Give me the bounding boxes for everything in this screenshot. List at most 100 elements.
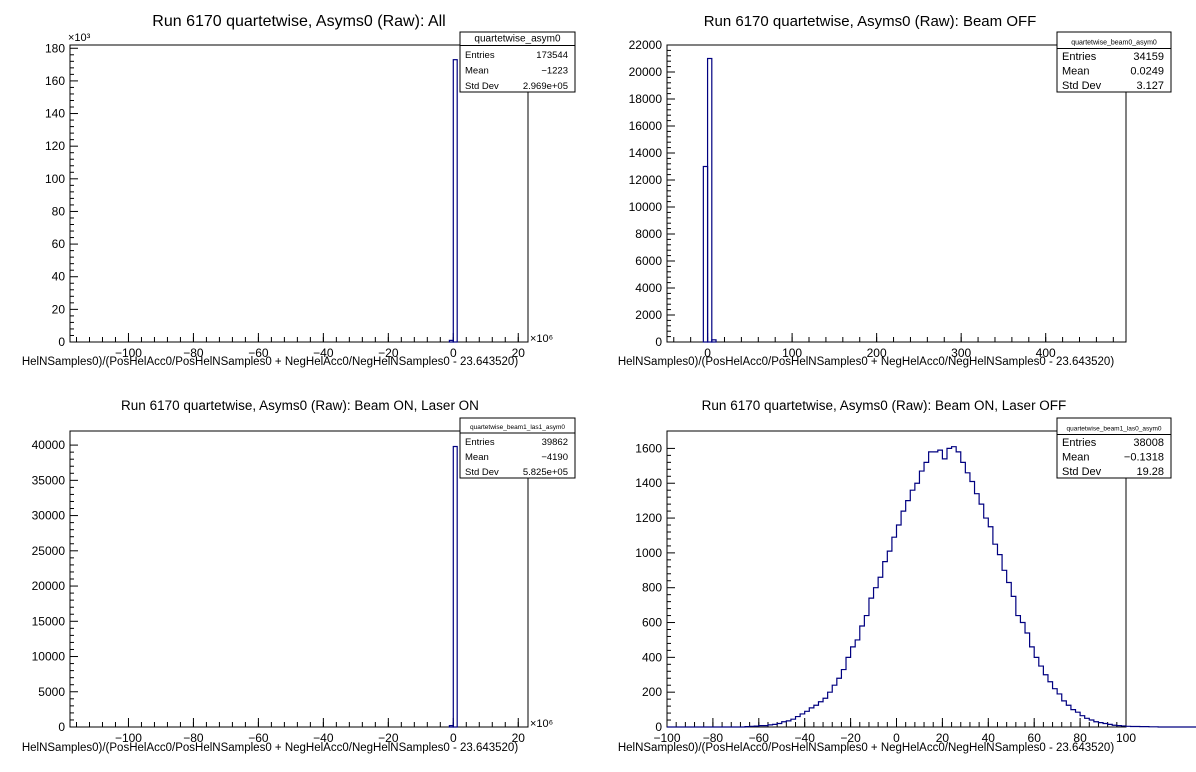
histogram-bins xyxy=(667,446,1196,728)
y-tick-label: 1600 xyxy=(635,441,662,455)
histogram-bar xyxy=(1108,724,1113,727)
histogram-bar xyxy=(1043,675,1048,727)
y-tick-label: 400 xyxy=(642,650,662,664)
y-tick-label: 4000 xyxy=(635,281,662,295)
y-tick-label: 600 xyxy=(642,616,662,630)
histogram-bar xyxy=(1053,689,1058,727)
x-tick-label: 300 xyxy=(951,346,971,360)
histogram-bar xyxy=(763,726,768,727)
histogram-bar xyxy=(1030,647,1035,727)
histogram-bar xyxy=(818,702,823,727)
histogram-bar xyxy=(892,537,897,727)
x-axis-label: HelNSamples0)/(PosHelAcc0/PosHelNSamples… xyxy=(22,742,518,754)
x-tick-label: 100 xyxy=(782,346,802,360)
x-tick-label: −60 xyxy=(248,346,269,360)
histogram-bar xyxy=(706,57,713,343)
y-tick-label: 40000 xyxy=(32,438,66,452)
x-tick-label: 200 xyxy=(867,346,887,360)
histogram-panel-1: Run 6170 quartetwise, Asyms0 (Raw): All 0… xyxy=(22,13,576,368)
histogram-bar xyxy=(1057,694,1062,727)
y-tick-label: 80 xyxy=(52,204,66,218)
histogram-bar xyxy=(754,726,759,727)
stats-histogram-name: quartetwise_beam1_las1_asym0 xyxy=(470,424,565,431)
histogram-bar xyxy=(915,483,920,727)
x-tick-label: 60 xyxy=(1028,731,1042,745)
y-tick-label: 140 xyxy=(45,107,65,121)
stats-row-label: Std Dev xyxy=(465,81,499,92)
x-axis-label: HelNSamples0)/(PosHelAcc0/PosHelNSamples… xyxy=(618,356,1114,368)
histogram-bar xyxy=(1135,726,1140,727)
y-tick-label: 800 xyxy=(642,581,662,595)
y-tick-label: 12000 xyxy=(629,173,663,187)
histogram-bar xyxy=(711,339,717,343)
x-tick-label: 0 xyxy=(450,346,457,360)
histogram-bar xyxy=(970,481,975,727)
chart-title: Run 6170 quartetwise, Asyms0 (Raw): Beam… xyxy=(704,13,1037,30)
histogram-bar xyxy=(1121,726,1126,727)
x-tick-label: −60 xyxy=(749,731,770,745)
stats-row-label: Std Dev xyxy=(465,467,499,478)
y-tick-label: 15000 xyxy=(32,614,66,628)
histogram-bar xyxy=(1098,723,1103,727)
histogram-bar xyxy=(952,447,957,727)
x-tick-label: −100 xyxy=(115,731,142,745)
stats-row-value: −4190 xyxy=(541,452,568,463)
stats-row-value: 173544 xyxy=(536,50,568,61)
histogram-bar xyxy=(910,490,915,727)
histogram-bar xyxy=(837,678,842,727)
y-tick-label: 10000 xyxy=(32,650,66,664)
histogram-bar xyxy=(1094,722,1099,727)
histogram-bar xyxy=(1112,725,1117,727)
histogram-bar xyxy=(1126,726,1131,727)
stats-row-label: Entries xyxy=(1062,437,1097,449)
histogram-bins xyxy=(702,57,717,343)
histogram-bar xyxy=(1071,710,1076,727)
y-tick-label: 1200 xyxy=(635,511,662,525)
x-tick-label: −60 xyxy=(248,731,269,745)
y-tick-label: 20000 xyxy=(629,65,663,79)
histogram-bins xyxy=(448,59,458,343)
histogram-panel-4: Run 6170 quartetwise, Asyms0 (Raw): Beam… xyxy=(618,398,1196,754)
stats-row-label: Entries xyxy=(465,50,495,61)
plot-frame xyxy=(666,44,1127,343)
y-exponent-label: ×10³ xyxy=(68,32,91,44)
stats-row-value: −0.1318 xyxy=(1124,452,1164,464)
histogram-bar xyxy=(1002,570,1007,727)
histogram-bar xyxy=(942,459,947,727)
y-tick-label: 0 xyxy=(655,335,662,349)
x-tick-label: −40 xyxy=(795,731,816,745)
stats-row-label: Mean xyxy=(465,452,489,463)
histogram-bar xyxy=(452,445,458,728)
x-axis-label: HelNSamples0)/(PosHelAcc0/PosHelNSamples… xyxy=(22,356,518,368)
histogram-bar xyxy=(841,670,846,727)
histogram-bar xyxy=(1007,582,1012,727)
histogram-bar xyxy=(864,616,869,727)
histogram-bar xyxy=(1103,724,1108,727)
histogram-panel-3: Run 6170 quartetwise, Asyms0 (Raw): Beam… xyxy=(22,398,576,754)
stats-row-label: Entries xyxy=(465,437,495,448)
histogram-bar xyxy=(924,462,929,727)
stats-row-label: Entries xyxy=(1062,51,1097,63)
x-tick-label: −80 xyxy=(183,731,204,745)
x-exponent-label: ×10⁶ xyxy=(530,718,553,730)
y-tick-label: 20000 xyxy=(32,579,66,593)
histogram-bar xyxy=(860,626,865,727)
stats-row-value: −1223 xyxy=(541,66,568,77)
stats-box: quartetwise_beam1_las1_asym0 Entries 39862… xyxy=(459,417,576,479)
stats-row-value: 2.969e+05 xyxy=(523,81,568,92)
y-tick-label: 40 xyxy=(52,270,66,284)
histogram-bar xyxy=(1011,596,1016,727)
histogram-bar xyxy=(947,448,952,727)
x-tick-label: 40 xyxy=(982,731,996,745)
chart-title: Run 6170 quartetwise, Asyms0 (Raw): All xyxy=(152,13,445,30)
stats-histogram-name: quartetwise_beam0_asym0 xyxy=(1071,40,1157,47)
y-tick-label: 2000 xyxy=(635,308,662,322)
y-tick-label: 180 xyxy=(45,41,65,55)
histogram-bar xyxy=(1089,720,1094,727)
histogram-bar xyxy=(929,452,934,727)
y-tick-label: 0 xyxy=(58,720,65,734)
x-tick-label: 20 xyxy=(936,731,950,745)
y-tick-label: 100 xyxy=(45,172,65,186)
histogram-bar xyxy=(1066,705,1071,727)
